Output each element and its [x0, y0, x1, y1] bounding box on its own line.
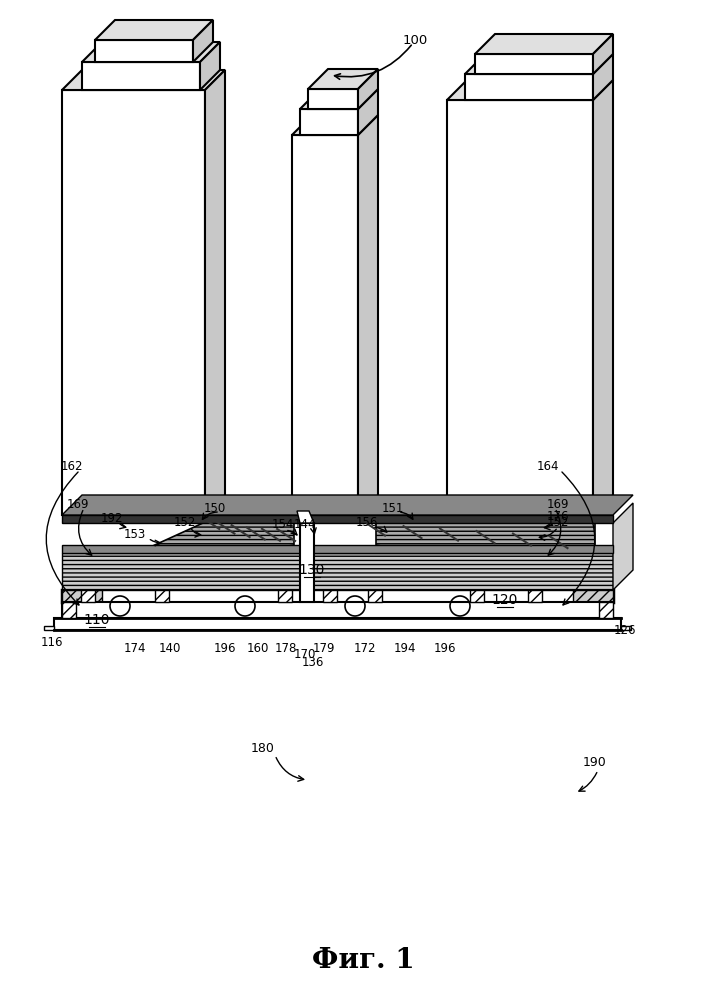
Text: 150: 150 — [204, 502, 226, 514]
Polygon shape — [62, 90, 205, 515]
Polygon shape — [62, 70, 225, 90]
Polygon shape — [621, 626, 631, 630]
Text: 154: 154 — [272, 518, 294, 532]
Polygon shape — [300, 89, 378, 109]
Polygon shape — [368, 590, 382, 602]
Polygon shape — [62, 602, 613, 618]
Text: 162: 162 — [61, 460, 84, 474]
Polygon shape — [599, 602, 613, 618]
Polygon shape — [465, 74, 593, 100]
Polygon shape — [475, 54, 593, 74]
Polygon shape — [62, 602, 76, 618]
Text: 179: 179 — [313, 642, 335, 654]
Polygon shape — [155, 590, 169, 602]
Polygon shape — [593, 80, 613, 515]
Polygon shape — [292, 135, 358, 515]
Polygon shape — [292, 115, 378, 135]
Polygon shape — [200, 42, 220, 90]
Polygon shape — [475, 34, 613, 54]
Text: 196: 196 — [214, 642, 236, 654]
Polygon shape — [82, 42, 220, 62]
Polygon shape — [300, 523, 314, 602]
Polygon shape — [308, 89, 358, 109]
Polygon shape — [67, 523, 294, 585]
Text: 169: 169 — [67, 497, 89, 510]
Polygon shape — [358, 69, 378, 109]
Text: 144: 144 — [294, 518, 316, 532]
Polygon shape — [62, 515, 613, 523]
Polygon shape — [95, 20, 213, 40]
Polygon shape — [358, 89, 378, 135]
Text: 190: 190 — [583, 756, 607, 768]
Text: Фиг. 1: Фиг. 1 — [312, 946, 414, 974]
Text: 170: 170 — [294, 648, 316, 662]
Polygon shape — [470, 590, 484, 602]
Polygon shape — [465, 54, 613, 74]
Text: 192: 192 — [101, 512, 124, 524]
Polygon shape — [81, 590, 95, 602]
Polygon shape — [593, 54, 613, 100]
Text: 169: 169 — [547, 497, 569, 510]
Polygon shape — [193, 20, 213, 62]
Text: 136: 136 — [302, 656, 324, 670]
Text: 174: 174 — [124, 642, 146, 654]
Polygon shape — [447, 100, 593, 515]
Polygon shape — [358, 115, 378, 515]
Polygon shape — [62, 545, 613, 553]
Text: 194: 194 — [394, 642, 417, 654]
Text: 153: 153 — [124, 528, 146, 542]
Polygon shape — [528, 590, 542, 602]
Text: 176: 176 — [547, 510, 569, 524]
Text: 160: 160 — [246, 642, 269, 654]
Text: 130: 130 — [299, 563, 325, 577]
Text: 196: 196 — [434, 642, 457, 654]
Text: 172: 172 — [354, 642, 377, 654]
Polygon shape — [573, 590, 613, 602]
Text: 140: 140 — [158, 642, 181, 654]
Text: 152: 152 — [547, 516, 569, 528]
Text: 120: 120 — [491, 593, 518, 607]
Polygon shape — [62, 590, 102, 602]
Polygon shape — [323, 590, 337, 602]
Polygon shape — [62, 553, 613, 590]
Polygon shape — [376, 523, 595, 585]
Polygon shape — [44, 626, 54, 630]
Polygon shape — [447, 80, 613, 100]
Polygon shape — [613, 503, 633, 590]
Polygon shape — [300, 109, 358, 135]
Polygon shape — [62, 495, 633, 515]
Text: 151: 151 — [382, 502, 404, 514]
Polygon shape — [82, 62, 200, 90]
Polygon shape — [278, 590, 292, 602]
Text: 178: 178 — [275, 642, 297, 654]
Text: 110: 110 — [84, 613, 111, 627]
Polygon shape — [593, 34, 613, 74]
Text: 100: 100 — [402, 33, 427, 46]
Text: 156: 156 — [356, 516, 378, 528]
Text: 116: 116 — [41, 637, 63, 650]
Text: 180: 180 — [251, 742, 275, 754]
Text: 126: 126 — [614, 624, 636, 637]
Polygon shape — [95, 40, 193, 62]
Text: 164: 164 — [537, 460, 559, 474]
Polygon shape — [54, 618, 621, 630]
Polygon shape — [297, 511, 314, 523]
Text: 152: 152 — [174, 516, 196, 528]
Polygon shape — [308, 69, 378, 89]
Polygon shape — [205, 70, 225, 515]
